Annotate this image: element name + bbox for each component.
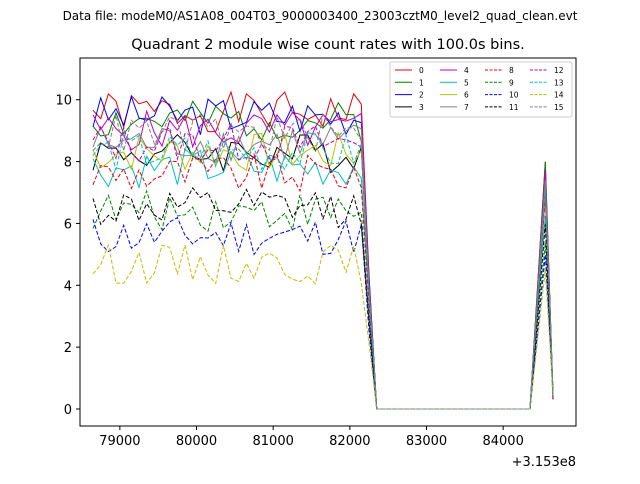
- legend-label-11: 11: [509, 103, 519, 112]
- chart-title: Quadrant 2 module wise count rates with …: [131, 37, 525, 53]
- series-line-15: [92, 112, 554, 410]
- x-tick-label: 83000: [406, 434, 447, 449]
- legend-label-2: 2: [419, 91, 424, 100]
- legend-label-6: 6: [464, 91, 469, 100]
- x-offset-label: +3.153e8: [512, 455, 576, 470]
- legend-label-1: 1: [419, 78, 424, 87]
- y-tick-label: 6: [64, 217, 72, 232]
- legend-label-10: 10: [509, 91, 519, 100]
- y-tick-label: 4: [64, 279, 72, 294]
- suptitle: Data file: modeM0/AS1A08_004T03_90000034…: [63, 9, 578, 23]
- legend-label-0: 0: [419, 66, 424, 75]
- legend-label-8: 8: [509, 66, 514, 75]
- legend-label-13: 13: [554, 78, 564, 87]
- legend-label-3: 3: [419, 103, 424, 112]
- legend-label-14: 14: [554, 91, 564, 100]
- x-tick-label: 81000: [253, 434, 294, 449]
- series-line-13: [92, 132, 554, 410]
- series-line-14: [92, 243, 554, 410]
- x-tick-label: 80000: [176, 434, 217, 449]
- legend-label-7: 7: [464, 103, 469, 112]
- y-tick-label: 10: [55, 94, 72, 109]
- legend-label-12: 12: [554, 66, 564, 75]
- legend-label-9: 9: [509, 78, 514, 87]
- plot-frame: [79, 57, 577, 427]
- legend-label-4: 4: [464, 66, 469, 75]
- y-tick-label: 8: [64, 156, 72, 171]
- legend-label-15: 15: [554, 103, 564, 112]
- y-tick-label: 0: [64, 403, 72, 418]
- y-tick-label: 2: [64, 341, 72, 356]
- legend-box: [389, 61, 573, 118]
- x-tick-label: 84000: [482, 434, 523, 449]
- series-line-12: [92, 122, 554, 410]
- x-tick-label: 79000: [99, 434, 140, 449]
- x-tick-label: 82000: [329, 434, 370, 449]
- axis-ticks: 79000 80000 81000 82000 83000 84000 0 2 4 6 8 10: [55, 94, 523, 449]
- legend-label-5: 5: [464, 78, 469, 87]
- series-layer: [92, 90, 554, 410]
